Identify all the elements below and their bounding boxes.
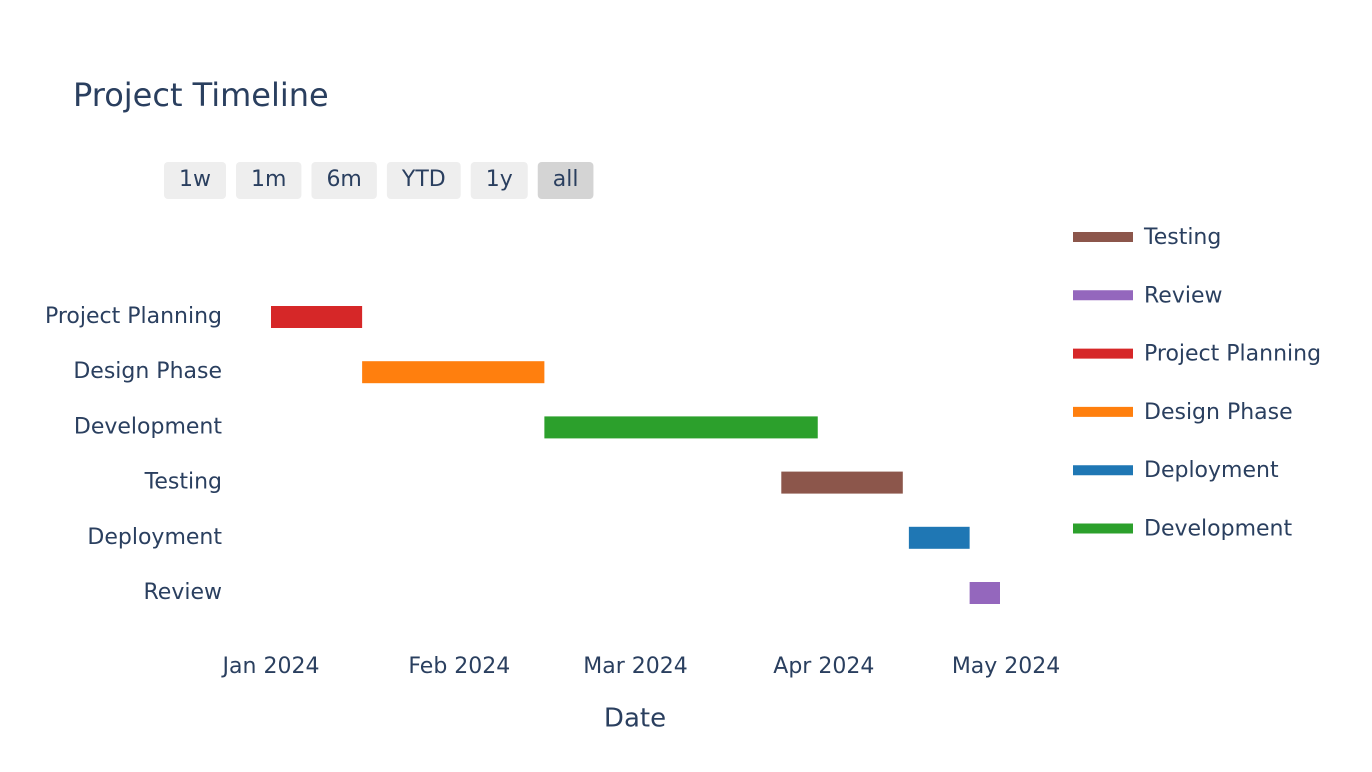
legend-label: Development [1144,517,1292,542]
y-tick-label: Development [74,414,222,439]
legend-label: Review [1144,283,1223,308]
legend-label: Project Planning [1144,342,1321,367]
y-tick-label: Design Phase [73,359,222,384]
range-button-label[interactable]: 1w [179,167,211,192]
y-tick-label: Deployment [87,525,222,550]
x-tick-label: Apr 2024 [773,654,874,679]
x-tick-label: Jan 2024 [221,654,320,679]
task-bar [969,582,1000,604]
range-button-label[interactable]: 1m [251,167,286,192]
task-bar [271,306,363,328]
y-tick-label: Project Planning [45,304,222,329]
range-button[interactable] [537,162,594,199]
range-button-label[interactable]: 1y [486,167,513,192]
legend-label: Deployment [1144,458,1279,483]
chart-title: Project Timeline [73,76,329,114]
range-button-label[interactable]: all [553,167,579,192]
task-bar [908,526,970,549]
range-button[interactable] [164,162,226,199]
range-button[interactable] [470,162,528,199]
range-button[interactable] [311,162,377,199]
x-tick-label: Feb 2024 [408,654,510,679]
task-bar [781,471,903,494]
range-button-label[interactable]: 6m [326,167,361,192]
range-button[interactable] [386,162,461,199]
x-tick-label: May 2024 [952,654,1060,679]
y-tick-label: Review [144,580,223,605]
x-tick-label: Mar 2024 [583,654,688,679]
range-button[interactable] [236,162,302,199]
x-axis-title: Date [604,704,666,734]
task-bar [362,361,545,384]
task-bar [544,416,818,439]
y-tick-label: Testing [144,470,222,495]
legend-label: Testing [1143,225,1221,250]
range-button-label[interactable]: YTD [401,167,446,192]
legend-label: Design Phase [1144,400,1293,425]
